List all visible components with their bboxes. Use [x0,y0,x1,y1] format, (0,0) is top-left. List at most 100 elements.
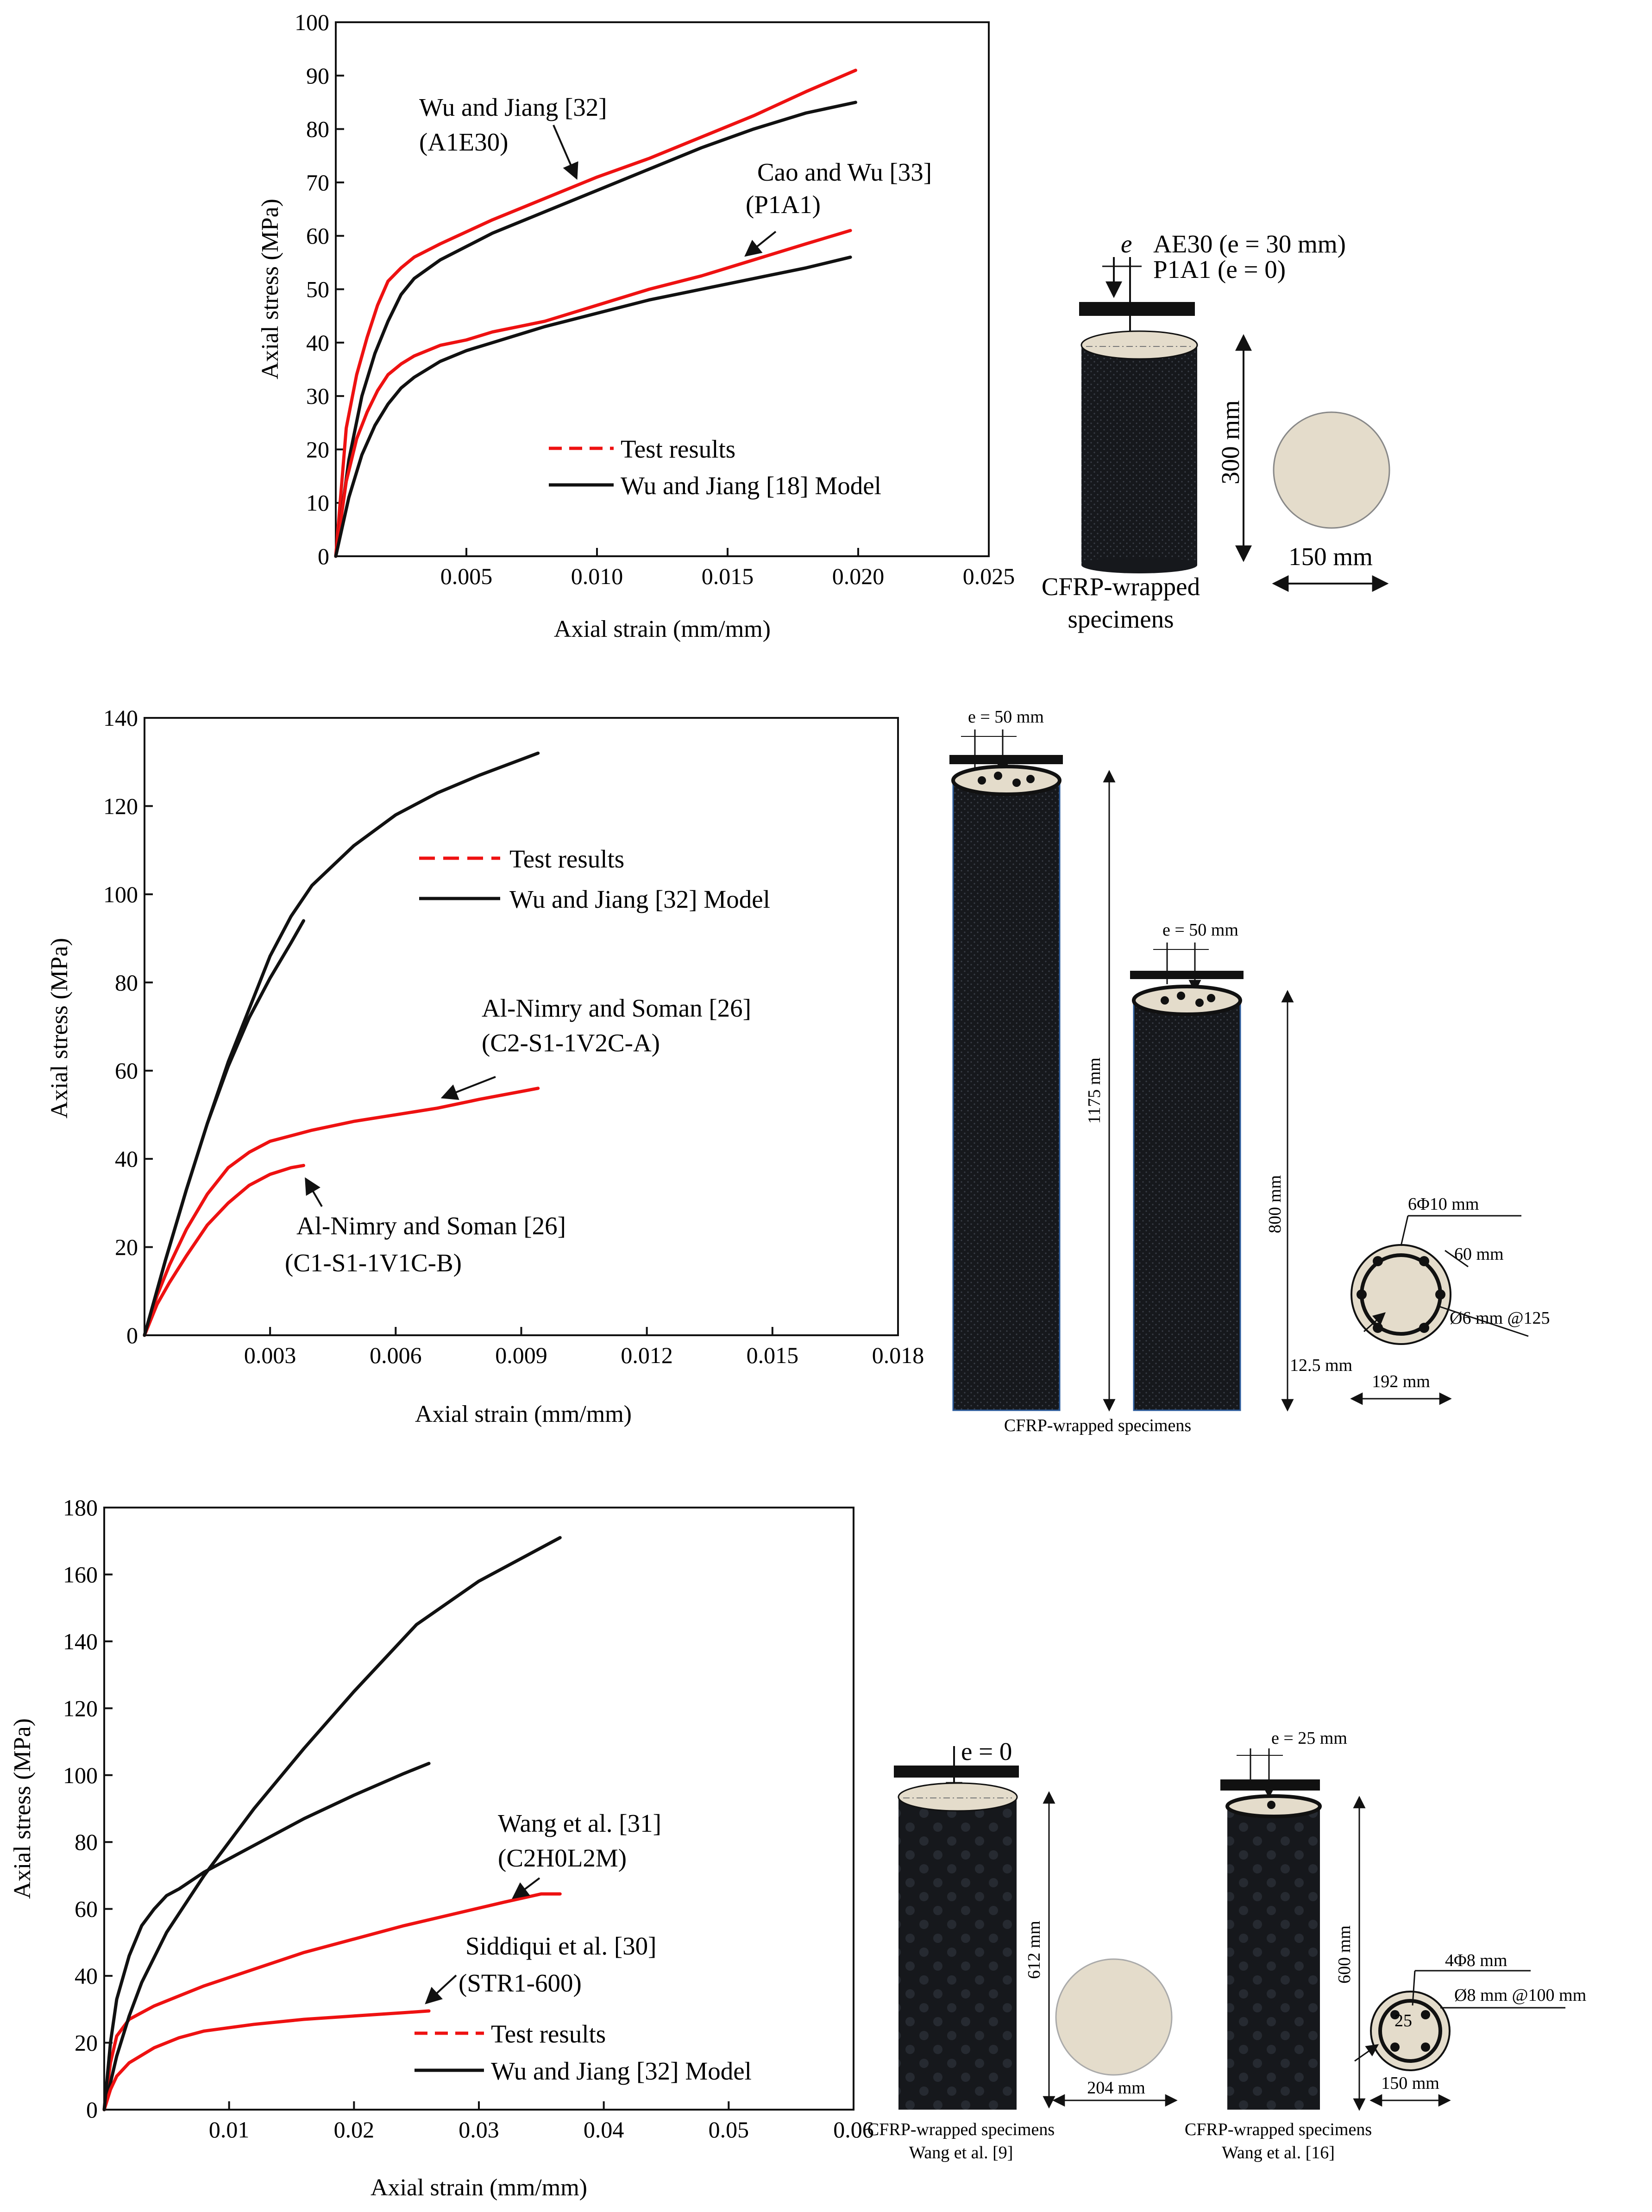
x-tick-label: 0.015 [702,563,754,589]
caption-d3-right-1: CFRP-wrapped specimens [1185,2120,1372,2139]
caption-d3-left-2: Wang et al. [9] [909,2143,1013,2162]
svg-text:Wang et al. [31]: Wang et al. [31] [498,1809,661,1837]
y-tick-label: 50 [306,276,329,302]
cfrp-column-short [1133,999,1241,1411]
chart-2: 0 20 40 60 80 100 120 140 0.003 0.006 0.009 0.012 0.… [46,705,924,1427]
y-tick-label: 100 [295,9,329,35]
svg-text:(C1-S1-1V1C-B): (C1-S1-1V1C-B) [285,1249,462,1277]
svg-text:(STR1-600): (STR1-600) [459,1969,582,1997]
annotation-p1a1: Cao and Wu [33] (P1A1) [744,158,932,257]
x-tick-label: 0.06 [833,2117,874,2143]
legend-model-label: Wu and Jiang [32] Model [491,2057,752,2085]
load-case-p1a1: P1A1 (e = 0) [1153,255,1286,283]
svg-text:Siddiqui et al. [30]: Siddiqui et al. [30] [465,1932,656,1960]
y-tick-label: 80 [115,969,138,995]
y-tick-label: 120 [63,1695,98,1721]
ecc-tall: e = 50 mm [968,707,1044,727]
test-curve-1-1 [334,69,857,558]
long-bars-4-label: 4Φ8 mm [1445,1951,1507,1970]
cfrp-column-rc [1227,1806,1320,2110]
test-curve-1-3 [334,229,852,558]
svg-text:Al-Nimry and Soman [26]: Al-Nimry and Soman [26] [482,994,751,1022]
caption-line-1: CFRP-wrapped [1042,572,1200,601]
y-tick-label: 0 [318,543,329,569]
y-tick-label: 140 [103,705,138,731]
cfrp-cylinder [1081,345,1197,565]
specimen-diagram-3: e = 0 612 mm 204 mm CFRP-wrapped specime… [867,1728,1586,2162]
x-tick-label: 0.010 [571,563,623,589]
model-curve-1-2 [334,101,857,558]
annotation-a1e30: Wu and Jiang [32] (A1E30) [419,93,607,180]
legend-test-label: Test results [491,2020,606,2048]
x-tick-label: 0.018 [872,1342,924,1368]
chart-1: 0 10 20 30 40 50 60 70 80 90 100 0.005 0.010 0.015 0.0… [257,9,1015,642]
y-tick-label: 10 [306,490,329,516]
x-tick-label: 0.009 [495,1342,547,1368]
height-label: 300 mm [1216,400,1244,484]
chart-1-legend: Test results Wu and Jiang [18] Model [549,435,881,500]
caption-d2: CFRP-wrapped specimens [1004,1416,1191,1435]
y-tick-label: 60 [75,1896,98,1922]
cfrp-column-plain [898,1797,1017,2110]
cover-25-label: 25 [1394,2011,1412,2030]
diameter-192-label: 192 mm [1372,1372,1430,1391]
y-tick-label: 40 [306,330,329,356]
specimen-diagram-1: e AE30 (e = 30 mm) P1A1 (e = 0) 300 mm 1… [1042,230,1390,633]
cylinder-top [1080,330,1198,360]
test-curve-3-1 [102,1892,562,2111]
legend-model-label: Wu and Jiang [18] Model [621,471,881,500]
x-tick-label: 0.006 [370,1342,422,1368]
chart-2-xlabel: Axial strain (mm/mm) [415,1401,632,1427]
test-curve-2-3 [143,1163,305,1337]
test-curve-2-1 [143,1087,540,1337]
model-curve-3-2 [102,1536,562,2111]
chart-1-xlabel: Axial strain (mm/mm) [554,616,771,642]
model-curve-1-4 [334,255,852,558]
y-tick-label: 100 [63,1762,98,1788]
x-tick-label: 0.020 [832,563,885,589]
y-tick-label: 40 [75,1963,98,1989]
caption-d3-right-2: Wang et al. [16] [1222,2143,1335,2162]
x-tick-label: 0.003 [244,1342,296,1368]
y-tick-label: 20 [306,436,329,462]
cross-section [1273,411,1390,529]
chart-3-legend: Test results Wu and Jiang [32] Model [415,2020,752,2085]
chart-2-frame [144,717,899,1336]
long-bars-label: 6Φ10 mm [1408,1194,1479,1214]
y-tick-label: 70 [306,170,329,195]
annotation-c2-s1: Al-Nimry and Soman [26] (C2-S1-1V2C-A) [440,994,751,1100]
ties-label: Ø6 mm @125 [1450,1308,1550,1328]
model-curve-2-4 [143,919,305,1337]
x-tick-label: 0.01 [209,2117,250,2143]
caption-d3-left-1: CFRP-wrapped specimens [867,2120,1055,2139]
height-short-label: 800 mm [1265,1175,1285,1233]
y-tick-label: 20 [115,1234,138,1260]
height-tall-label: 1175 mm [1085,1057,1104,1124]
height-600-label: 600 mm [1335,1925,1354,1984]
chart-3-ylabel: Axial stress (MPa) [9,1718,36,1899]
annotation-c1-s1: Al-Nimry and Soman [26] (C1-S1-1V1C-B) [285,1177,566,1277]
y-tick-label: 0 [126,1322,138,1348]
x-tick-label: 0.04 [584,2117,624,2143]
legend-test-label: Test results [621,435,735,463]
rc-cross-section-2 [1370,1991,1451,2071]
load-e-label: e [1121,230,1132,258]
svg-text:Wu and Jiang [32]: Wu and Jiang [32] [419,93,607,121]
svg-text:(C2H0L2M): (C2H0L2M) [498,1844,627,1872]
ties-8-label: Ø8 mm @100 mm [1454,1986,1586,2005]
y-tick-label: 90 [306,63,329,88]
specimen-diagram-2: e = 50 mm 1175 mm e = 50 mm 800 mm 6Φ10 … [949,707,1550,1435]
y-tick-label: 120 [103,793,138,819]
chart-1-ylabel: Axial stress (MPa) [257,199,283,379]
caption-line-2: specimens [1068,605,1174,633]
diameter-150-label: 150 mm [1381,2074,1439,2093]
diameter-204-label: 204 mm [1087,2078,1145,2098]
model-curve-2-2 [143,751,540,1337]
x-tick-label: 0.005 [440,563,493,589]
chart-3-xlabel: Axial strain (mm/mm) [371,2174,587,2201]
svg-text:(P1A1): (P1A1) [746,190,821,219]
diameter-label: 150 mm [1288,542,1373,571]
x-tick-label: 0.025 [963,563,1015,589]
annotation-str1-600: Siddiqui et al. [30] (STR1-600) [425,1932,656,2005]
y-tick-label: 80 [75,1829,98,1855]
